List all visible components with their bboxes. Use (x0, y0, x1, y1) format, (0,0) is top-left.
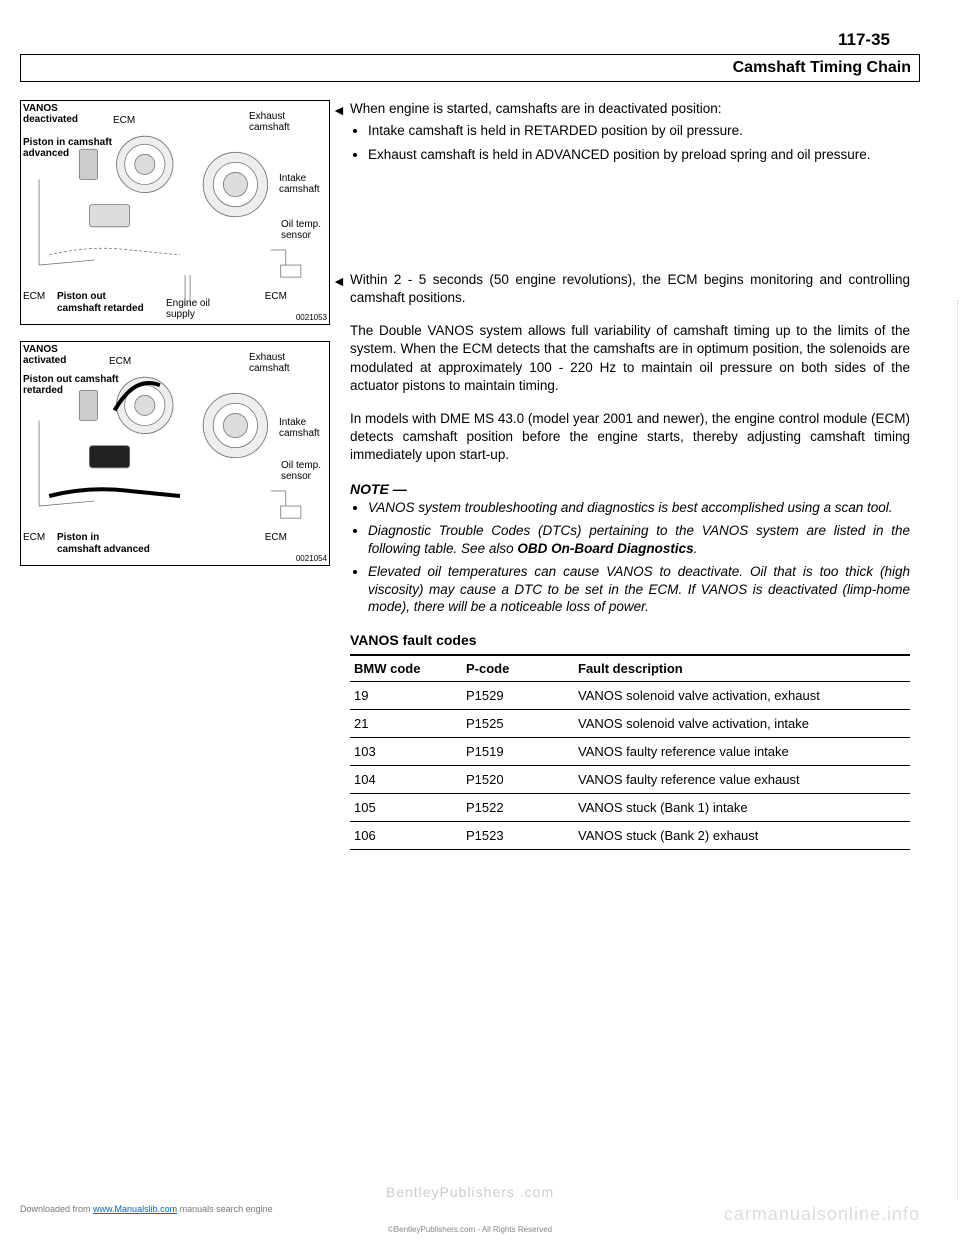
fault-codes-table: BMW code P-code Fault description 19P152… (350, 654, 910, 850)
note-title: NOTE — (350, 481, 910, 497)
watermark-center: BentleyPublishers .com (20, 1184, 920, 1200)
diagram-vanos-deactivated: VANOS deactivated ECM Exhaust camshaft P… (20, 100, 330, 325)
label-oil-temp-2: Oil temp. sensor (281, 460, 321, 482)
note-list: VANOS system troubleshooting and diagnos… (350, 499, 910, 616)
label-engine-oil: Engine oil supply (166, 298, 216, 320)
page-header: Camshaft Timing Chain (20, 54, 920, 82)
copyright-text: ©BentleyPublishers.com - All Rights Rese… (20, 1225, 920, 1234)
table-row: 106P1523VANOS stuck (Bank 2) exhaust (350, 821, 910, 849)
diagram-title-1: VANOS deactivated (23, 103, 78, 125)
table-row: 104P1520VANOS faulty reference value exh… (350, 765, 910, 793)
table-body: 19P1529VANOS solenoid valve activation, … (350, 681, 910, 849)
label-ecm-br-2: ECM (265, 532, 287, 543)
note-item-1: VANOS system troubleshooting and diagnos… (368, 499, 910, 517)
label-exhaust-camshaft-2: Exhaust camshaft (249, 352, 299, 374)
note-item-2: Diagnostic Trouble Codes (DTCs) pertaini… (368, 522, 910, 557)
table-title: VANOS fault codes (350, 632, 910, 648)
bullet-exhaust: Exhaust camshaft is held in ADVANCED pos… (368, 146, 910, 164)
table-row: 105P1522VANOS stuck (Bank 1) intake (350, 793, 910, 821)
section1-bullets: Intake camshaft is held in RETARDED posi… (350, 122, 910, 164)
label-piston-out-2: Piston out camshaft retarded (23, 374, 133, 396)
right-column: ◄ When engine is started, camshafts are … (350, 100, 920, 850)
diagram-title-2: VANOS activated (23, 344, 66, 366)
content-area: VANOS deactivated ECM Exhaust camshaft P… (20, 100, 920, 850)
diagram-vanos-activated: VANOS activated ECM Exhaust camshaft Pis… (20, 341, 330, 566)
section1-lead: When engine is started, camshafts are in… (350, 100, 910, 118)
col-p-code: P-code (462, 655, 574, 682)
table-row: 21P1525VANOS solenoid valve activation, … (350, 709, 910, 737)
table-row: 19P1529VANOS solenoid valve activation, … (350, 681, 910, 709)
arrow-icon: ◄ (332, 102, 346, 118)
left-column: VANOS deactivated ECM Exhaust camshaft P… (20, 100, 330, 850)
label-ecm-bl: ECM (23, 291, 45, 302)
fig-id-2: 0021054 (296, 554, 327, 563)
fig-id-1: 0021053 (296, 313, 327, 322)
label-ecm-top: ECM (113, 115, 135, 126)
manualslib-link[interactable]: www.Manualslib.com (93, 1204, 177, 1214)
label-intake-camshaft-2: Intake camshaft (279, 417, 327, 439)
download-source: Downloaded from www.Manualslib.com manua… (20, 1204, 273, 1214)
label-piston-in: Piston in camshaft advanced (23, 137, 123, 159)
side-tick-marks (952, 300, 958, 1200)
label-piston-in-2: Piston in (57, 532, 99, 543)
col-bmw-code: BMW code (350, 655, 462, 682)
section-deactivated-desc: ◄ When engine is started, camshafts are … (350, 100, 910, 165)
watermark-right: carmanualsonline.info (724, 1204, 920, 1225)
section2-para3: In models with DME MS 43.0 (model year 2… (350, 410, 910, 465)
section2-para2: The Double VANOS system allows full vari… (350, 322, 910, 395)
table-header-row: BMW code P-code Fault description (350, 655, 910, 682)
label-camshaft-retarded: camshaft retarded (57, 303, 144, 314)
note-item-3: Elevated oil temperatures can cause VANO… (368, 563, 910, 616)
table-row: 103P1519VANOS faulty reference value int… (350, 737, 910, 765)
page-number: 117-35 (20, 30, 920, 50)
label-piston-out: Piston out (57, 291, 106, 302)
col-fault-desc: Fault description (574, 655, 910, 682)
section-activated-desc: ◄ Within 2 - 5 seconds (50 engine revolu… (350, 271, 910, 465)
label-ecm-top-2: ECM (109, 356, 131, 367)
label-camshaft-advanced: camshaft advanced (57, 544, 150, 555)
label-oil-temp: Oil temp. sensor (281, 219, 321, 241)
label-exhaust-camshaft: Exhaust camshaft (249, 111, 299, 133)
label-intake-camshaft: Intake camshaft (279, 173, 327, 195)
footer: BentleyPublishers .com Downloaded from w… (20, 1184, 920, 1234)
label-ecm-bl-2: ECM (23, 532, 45, 543)
note-section: NOTE — VANOS system troubleshooting and … (350, 481, 910, 616)
label-ecm-br: ECM (265, 291, 287, 302)
bullet-intake: Intake camshaft is held in RETARDED posi… (368, 122, 910, 140)
arrow-icon: ◄ (332, 273, 346, 289)
section2-para1: Within 2 - 5 seconds (50 engine revoluti… (350, 271, 910, 307)
